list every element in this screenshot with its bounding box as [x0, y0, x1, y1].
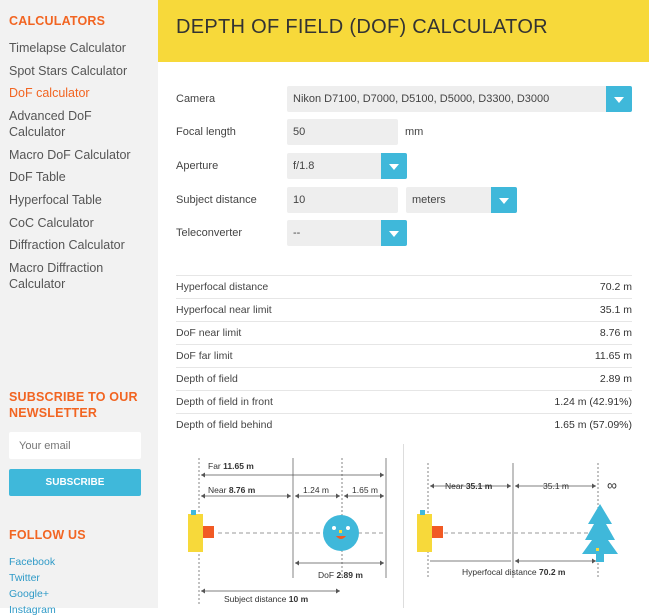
- distance-unit-select[interactable]: meters: [406, 187, 517, 213]
- dof-diagram: Far 11.65 m Near 8.76 m 1.24 m 1.65 m Do…: [176, 448, 400, 608]
- chevron-down-icon: [381, 153, 407, 179]
- sidebar-item-hyperfocal-table[interactable]: Hyperfocal Table: [9, 193, 102, 207]
- sidebar-item-macro-dof[interactable]: Macro DoF Calculator: [9, 148, 131, 162]
- subscribe-button[interactable]: SUBSCRIBE: [9, 469, 141, 496]
- hyperfocal-distance-diagram-label: Hyperfocal distance 70.2 m: [462, 567, 566, 577]
- teleconverter-label: Teleconverter: [176, 227, 243, 239]
- sidebar-item-dof[interactable]: DoF calculator: [9, 86, 90, 100]
- result-label: DoF far limit: [176, 350, 233, 362]
- result-row: Depth of field 2.89 m: [176, 367, 632, 391]
- result-value: 35.1 m: [599, 304, 632, 316]
- front-depth-label: 1.24 m: [303, 485, 329, 495]
- camera-select-value: Nikon D7100, D7000, D5100, D5000, D3300,…: [293, 93, 550, 105]
- hyperfocal-diagram-lines: [417, 463, 618, 578]
- calculators-heading: CALCULATORS: [9, 14, 106, 28]
- result-value: 1.24 m (42.91%): [554, 396, 632, 408]
- hyperfocal-diagram: Near 35.1 m 35.1 m ∞ Hyperfocal distance…: [408, 448, 636, 608]
- hyper-near-label: Near 35.1 m: [445, 481, 493, 491]
- result-label: Depth of field in front: [176, 396, 273, 408]
- result-value: 1.65 m (57.09%): [554, 419, 632, 431]
- result-row: DoF near limit 8.76 m: [176, 321, 632, 345]
- subject-distance-label: Subject distance: [176, 194, 257, 206]
- subscribe-heading: SUBSCRIBE TO OUR NEWSLETTER: [9, 390, 138, 420]
- page-banner: DEPTH OF FIELD (DOF) CALCULATOR: [158, 0, 649, 62]
- social-link-instagram[interactable]: Instagram: [9, 604, 56, 616]
- sidebar-item-spot-stars[interactable]: Spot Stars Calculator: [9, 64, 128, 78]
- result-label: Hyperfocal distance: [176, 281, 269, 293]
- result-label: DoF near limit: [176, 327, 242, 339]
- subscribe-button-label: SUBSCRIBE: [45, 477, 105, 488]
- focal-length-label: Focal length: [176, 126, 236, 138]
- camera-select[interactable]: Nikon D7100, D7000, D5100, D5000, D3300,…: [287, 86, 632, 112]
- dof-diagram-lines: [188, 458, 387, 606]
- sidebar-item-diffraction[interactable]: Diffraction Calculator: [9, 238, 125, 252]
- result-row: Hyperfocal near limit 35.1 m: [176, 298, 632, 322]
- chevron-down-icon: [381, 220, 407, 246]
- behind-depth-label: 1.65 m: [352, 485, 378, 495]
- aperture-select-value: f/1.8: [293, 160, 315, 172]
- dof-label: DoF 2.89 m: [318, 570, 363, 580]
- chevron-down-icon: [491, 187, 517, 213]
- result-value: 8.76 m: [599, 327, 632, 339]
- subject-distance-diagram-label: Subject distance 10 m: [224, 594, 309, 604]
- sidebar-item-macro-diffraction[interactable]: Macro Diffraction Calculator: [9, 261, 104, 291]
- result-label: Hyperfocal near limit: [176, 304, 272, 316]
- page-title: DEPTH OF FIELD (DOF) CALCULATOR: [176, 16, 548, 38]
- infinity-label: ∞: [607, 477, 617, 493]
- result-row: DoF far limit 11.65 m: [176, 344, 632, 368]
- far-label: Far 11.65 m: [208, 461, 254, 471]
- result-row: Depth of field in front 1.24 m (42.91%): [176, 390, 632, 414]
- hyper-mid-label: 35.1 m: [543, 481, 569, 491]
- sidebar-item-timelapse[interactable]: Timelapse Calculator: [9, 41, 126, 55]
- near-label: Near 8.76 m: [208, 485, 256, 495]
- subject-distance-value: 10: [293, 194, 306, 206]
- main-content: DEPTH OF FIELD (DOF) CALCULATOR Camera N…: [158, 0, 649, 608]
- result-row: Depth of field behind 1.65 m (57.09%): [176, 413, 632, 437]
- result-row: Hyperfocal distance 70.2 m: [176, 275, 632, 299]
- teleconverter-select-value: --: [293, 227, 301, 239]
- result-label: Depth of field: [176, 373, 238, 385]
- distance-unit-value: meters: [412, 194, 446, 206]
- result-label: Depth of field behind: [176, 419, 273, 431]
- camera-label: Camera: [176, 93, 216, 105]
- social-link-googleplus[interactable]: Google+: [9, 588, 49, 600]
- aperture-select[interactable]: f/1.8: [287, 153, 407, 179]
- teleconverter-select[interactable]: --: [287, 220, 407, 246]
- aperture-label: Aperture: [176, 160, 219, 172]
- diagram-divider: [403, 444, 404, 608]
- result-value: 11.65 m: [594, 350, 632, 362]
- sidebar-item-coc[interactable]: CoC Calculator: [9, 216, 94, 230]
- follow-heading: FOLLOW US: [9, 528, 86, 542]
- email-input[interactable]: [9, 432, 141, 459]
- sidebar-item-dof-table[interactable]: DoF Table: [9, 170, 66, 184]
- chevron-down-icon: [606, 86, 632, 112]
- result-value: 2.89 m: [599, 373, 632, 385]
- result-value: 70.2 m: [599, 281, 632, 293]
- social-link-twitter[interactable]: Twitter: [9, 572, 40, 584]
- focal-length-unit: mm: [405, 126, 424, 138]
- social-link-facebook[interactable]: Facebook: [9, 556, 56, 568]
- subject-distance-input[interactable]: 10: [287, 187, 398, 213]
- focal-length-value: 50: [293, 126, 306, 138]
- focal-length-input[interactable]: 50: [287, 119, 398, 145]
- sidebar: CALCULATORS Timelapse Calculator Spot St…: [0, 0, 158, 616]
- sidebar-item-advanced-dof[interactable]: Advanced DoF Calculator: [9, 109, 92, 139]
